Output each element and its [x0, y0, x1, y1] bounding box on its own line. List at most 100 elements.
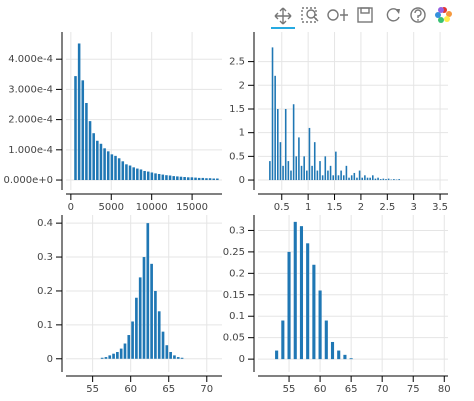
x-tick-label: 70 [200, 384, 213, 395]
x-tick-label: 15000 [176, 202, 208, 213]
bar [295, 156, 298, 181]
bar [275, 350, 279, 360]
zoom-tool[interactable] [301, 7, 319, 23]
bar [290, 170, 292, 181]
bar [369, 177, 371, 181]
x-tick-label: 1 [305, 202, 311, 213]
bar [356, 177, 358, 181]
bar [99, 143, 103, 181]
bar [132, 167, 135, 181]
plot: 0 5000 10000 15000 0.000e+0 1.000e-4 2.000e-4 3… [3, 32, 222, 213]
bar [306, 170, 308, 181]
wheel-zoom-tool[interactable] [327, 9, 348, 21]
bar [212, 178, 215, 181]
bar [312, 264, 316, 360]
bar [100, 357, 104, 359]
bar [88, 121, 92, 181]
bar [316, 170, 319, 181]
bokeh-logo[interactable] [435, 7, 452, 23]
bar [150, 172, 154, 181]
bar [269, 161, 271, 181]
bar [364, 175, 366, 181]
plot: 55 60 65 70 0 0.1 0.2 0.3 0.4 [37, 215, 222, 395]
x-tick-label: 80 [438, 384, 451, 395]
bar [342, 175, 345, 181]
bar [299, 226, 304, 360]
bar [143, 170, 146, 181]
y-tick-label: 1.5 [229, 104, 245, 115]
bar [103, 148, 106, 181]
y-tick-label: 1.000e-4 [8, 145, 53, 156]
bar [142, 257, 146, 359]
bar [127, 335, 131, 359]
y-tick-label: 0.3 [37, 252, 53, 263]
bar [382, 178, 385, 181]
bar [146, 223, 150, 359]
pan-tool[interactable] [271, 7, 295, 29]
y-tick-label: 3.000e-4 [8, 84, 53, 95]
y-tick-label: 2.5 [229, 57, 245, 68]
reset-tool[interactable] [386, 8, 400, 22]
y-tick-label: 0.05 [223, 333, 245, 344]
bar [165, 175, 168, 181]
x-tick-label: 0 [68, 202, 74, 213]
bar [324, 156, 327, 181]
bar [393, 179, 395, 181]
bar [176, 357, 180, 359]
bar [308, 127, 311, 181]
x-tick-label: 75 [407, 384, 420, 395]
y-tick-label: 0.1 [229, 311, 245, 322]
bar [77, 43, 81, 181]
bar [337, 175, 340, 181]
bar [287, 251, 291, 360]
plot: 0.5 1 1.5 2 2.5 3 3.5 0 0.5 1 1.5 2 2.5 [229, 32, 448, 213]
bar [123, 343, 127, 359]
bar [172, 176, 175, 181]
bar [349, 358, 353, 360]
bar [161, 331, 165, 359]
bar [146, 171, 150, 181]
bar [319, 161, 321, 181]
y-tick-label: 2.000e-4 [8, 115, 53, 126]
bar [337, 350, 341, 360]
bar [343, 354, 347, 360]
help-tool[interactable] [410, 7, 426, 23]
bar [125, 164, 128, 181]
bar [358, 170, 361, 181]
bar [117, 158, 121, 181]
bar [114, 155, 117, 181]
bar [292, 104, 295, 181]
x-tick-label: 0.5 [274, 202, 290, 213]
bar [385, 179, 387, 181]
save-tool[interactable] [357, 7, 373, 23]
bar [186, 177, 190, 181]
bar [379, 179, 382, 181]
bar [340, 170, 342, 181]
bar [208, 178, 212, 181]
bar [284, 108, 287, 181]
bar [329, 165, 332, 181]
bar [110, 154, 114, 181]
x-tick-label: 65 [162, 384, 175, 395]
bar [157, 311, 161, 359]
bar [154, 173, 157, 181]
bar [300, 165, 303, 181]
bar [154, 290, 157, 359]
bar [321, 175, 324, 181]
bar [271, 47, 274, 181]
bar [201, 177, 205, 181]
bar [345, 165, 348, 181]
bar [274, 75, 276, 181]
y-tick-label: 0 [239, 354, 245, 365]
x-tick-label: 60 [124, 384, 137, 395]
bar [179, 176, 183, 181]
bar [332, 175, 334, 181]
bar [180, 357, 184, 359]
x-tick-label: 3 [411, 202, 417, 213]
y-tick-label: 0.15 [223, 290, 245, 301]
bar [306, 243, 310, 360]
bar [173, 355, 176, 359]
bar [119, 348, 123, 359]
y-tick-label: 4.000e-4 [8, 54, 53, 65]
bar [168, 175, 172, 181]
